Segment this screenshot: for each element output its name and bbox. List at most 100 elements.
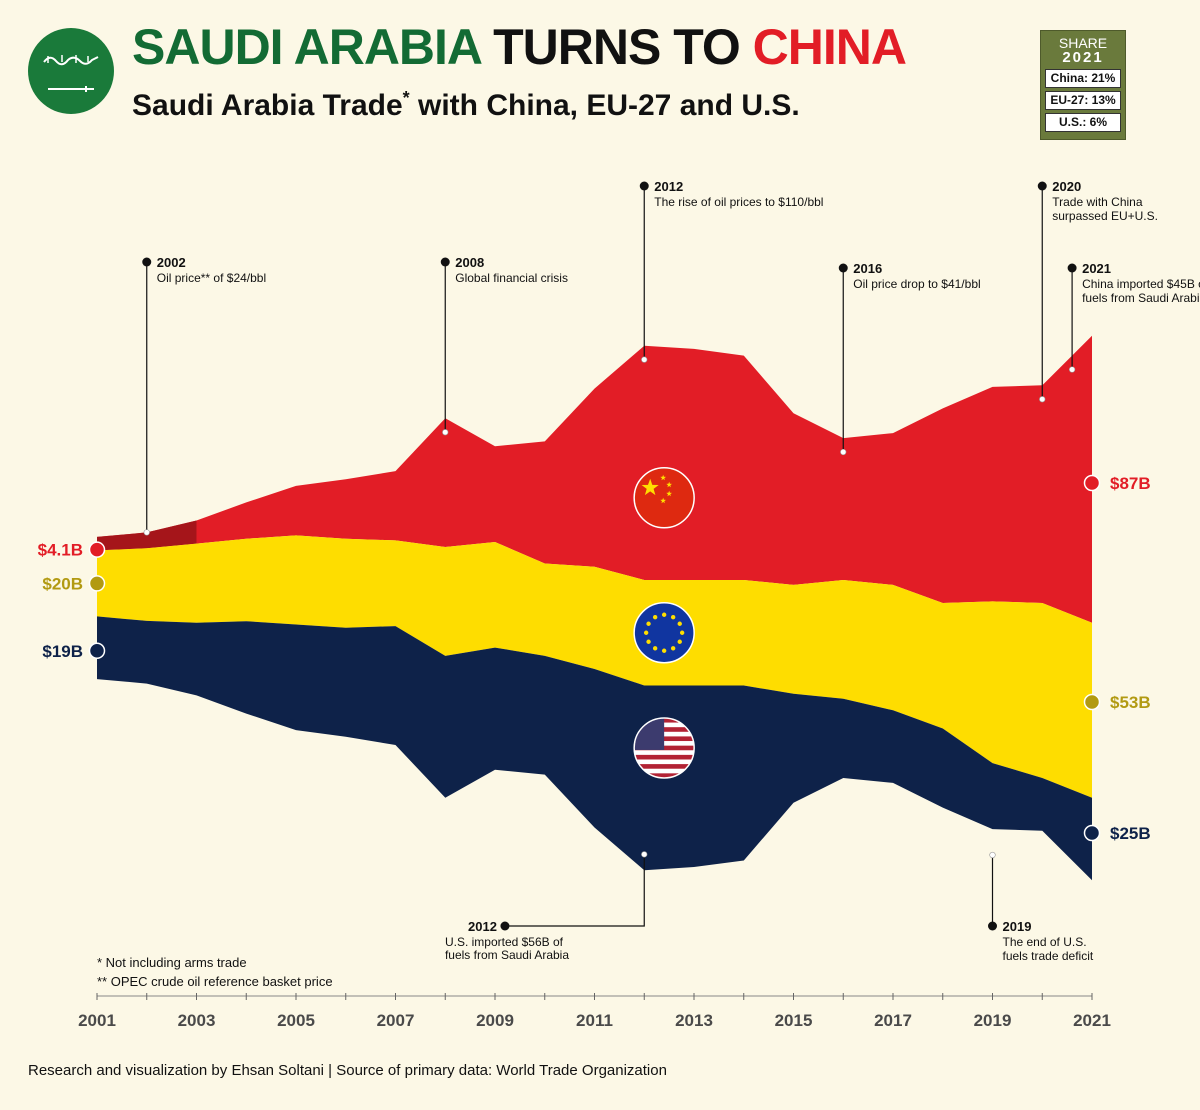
annotation-year: 2012 bbox=[654, 179, 683, 194]
eu-flag-star bbox=[670, 646, 676, 651]
title-part-saudi-arabia: SAUDI ARABIA bbox=[132, 19, 481, 75]
annotation-dot bbox=[838, 263, 848, 273]
eu-flag-star bbox=[677, 621, 682, 626]
annotation-text: Trade with China bbox=[1052, 195, 1143, 209]
us-start-dot bbox=[88, 642, 106, 660]
us-flag-rim bbox=[633, 717, 695, 779]
china-area bbox=[97, 335, 1092, 623]
x-tick-label: 2003 bbox=[178, 1011, 216, 1030]
china-flag-big-star bbox=[641, 478, 659, 496]
share-row-eu: EU-27: 13% bbox=[1045, 91, 1121, 110]
annotation-point bbox=[442, 429, 449, 436]
credit-line: Research and visualization by Ehsan Solt… bbox=[28, 1062, 667, 1079]
share-row-us: U.S.: 6% bbox=[1045, 113, 1121, 132]
eu-flag-star bbox=[643, 630, 649, 635]
china-end-label: $87B bbox=[1110, 474, 1151, 493]
annotation-year: 2016 bbox=[853, 261, 882, 276]
china-flag-circle bbox=[633, 467, 695, 529]
eu-start-dot bbox=[88, 575, 106, 592]
x-tick-label: 2013 bbox=[675, 1011, 713, 1030]
eu-end-label: $53B bbox=[1110, 693, 1151, 712]
annotation-point bbox=[143, 529, 150, 536]
annotation-dot bbox=[500, 921, 510, 931]
china-end-dot bbox=[1083, 474, 1101, 492]
us-area bbox=[97, 616, 1092, 881]
annotation-text: fuels from Saudi Arabia bbox=[1082, 291, 1200, 305]
share-2021-box: SHARE 2021 China: 21% EU-27: 13% U.S.: 6… bbox=[1040, 30, 1126, 140]
china-flag-icon bbox=[633, 467, 695, 529]
eu-area bbox=[97, 535, 1092, 798]
us-flag-stripe bbox=[634, 754, 695, 760]
title-part-china: CHINA bbox=[752, 19, 907, 75]
annotation-dot bbox=[639, 181, 649, 191]
us-labels: $19B $25B bbox=[42, 642, 1150, 843]
eu-flag-star bbox=[661, 648, 667, 653]
annotation-text: surpassed EU+U.S. bbox=[1052, 209, 1158, 223]
annotation-year: 2020 bbox=[1052, 179, 1081, 194]
share-year: 2021 bbox=[1062, 49, 1104, 66]
subtitle-part-2: with China, EU-27 and U.S. bbox=[409, 89, 800, 122]
x-tick-label: 2009 bbox=[476, 1011, 514, 1030]
annotation-year: 2008 bbox=[455, 255, 484, 270]
annotation-text: China imported $45B of bbox=[1082, 277, 1200, 291]
annotation-text: Oil price drop to $41/bbl bbox=[853, 277, 980, 291]
us-end-dot bbox=[1083, 824, 1101, 842]
annotation-year: 2019 bbox=[1003, 919, 1032, 934]
header: SAUDI ARABIA TURNS TO CHINA Saudi Arabia… bbox=[0, 0, 1200, 140]
annotation-year: 2002 bbox=[157, 255, 186, 270]
china-labels: $4.1B $87B bbox=[38, 474, 1151, 560]
sword-icon bbox=[48, 86, 94, 92]
eu-flag-star bbox=[652, 614, 658, 620]
x-tick-label: 2015 bbox=[775, 1011, 813, 1030]
eu-flag-star bbox=[646, 639, 651, 644]
china-flag-star bbox=[660, 474, 666, 481]
annotation-point bbox=[641, 356, 648, 363]
subtitle-asterisk: * bbox=[402, 88, 410, 108]
china-flag-star bbox=[660, 497, 666, 504]
footnote-opec: ** OPEC crude oil reference basket price bbox=[97, 974, 333, 989]
us-start-label: $19B bbox=[42, 642, 83, 661]
annotation-text: Oil price** of $24/bbl bbox=[157, 271, 266, 285]
annotation-text: fuels trade deficit bbox=[1003, 949, 1094, 963]
us-flag-body bbox=[634, 717, 695, 778]
eu-flag-star bbox=[679, 630, 685, 635]
annotation-dot bbox=[142, 257, 152, 267]
annotation-year: 2012 bbox=[468, 919, 497, 934]
footnote-arms: * Not including arms trade bbox=[97, 955, 247, 970]
eu-flag-star bbox=[652, 646, 658, 651]
page-subtitle: Saudi Arabia Trade* with China, EU-27 an… bbox=[132, 80, 800, 124]
x-tick-label: 2005 bbox=[277, 1011, 315, 1030]
china-start-dot bbox=[88, 541, 106, 558]
title-part-turns-to: TURNS TO bbox=[493, 19, 741, 75]
annotation-text: Global financial crisis bbox=[455, 271, 568, 285]
annotation-text: fuels from Saudi Arabia bbox=[445, 948, 569, 962]
page-title: SAUDI ARABIA TURNS TO CHINA bbox=[132, 18, 907, 76]
shahada-script-icon bbox=[43, 55, 99, 66]
eu-labels: $20B $53B bbox=[42, 574, 1150, 712]
x-tick-label: 2011 bbox=[576, 1011, 613, 1030]
annotation-point bbox=[1039, 396, 1046, 403]
eu-flag-star bbox=[646, 621, 651, 626]
china-start-label: $4.1B bbox=[38, 541, 83, 560]
saudi-flag-emblem-icon bbox=[28, 28, 114, 114]
x-tick-label: 2019 bbox=[974, 1011, 1012, 1030]
annotation-dot bbox=[1037, 181, 1047, 191]
eu-flag-star bbox=[670, 614, 676, 620]
share-title: SHARE bbox=[1058, 35, 1108, 51]
annotation-text: The end of U.S. bbox=[1003, 935, 1087, 949]
annotation-text: The rise of oil prices to $110/bbl bbox=[654, 195, 823, 209]
eu-flag-star bbox=[677, 639, 682, 644]
annotation-dot bbox=[1067, 263, 1077, 273]
subtitle-part-1: Saudi Arabia Trade bbox=[132, 89, 403, 122]
eu-flag-circle bbox=[633, 602, 695, 664]
china-flag-star bbox=[666, 490, 672, 497]
eu-flag-icon bbox=[633, 602, 695, 664]
